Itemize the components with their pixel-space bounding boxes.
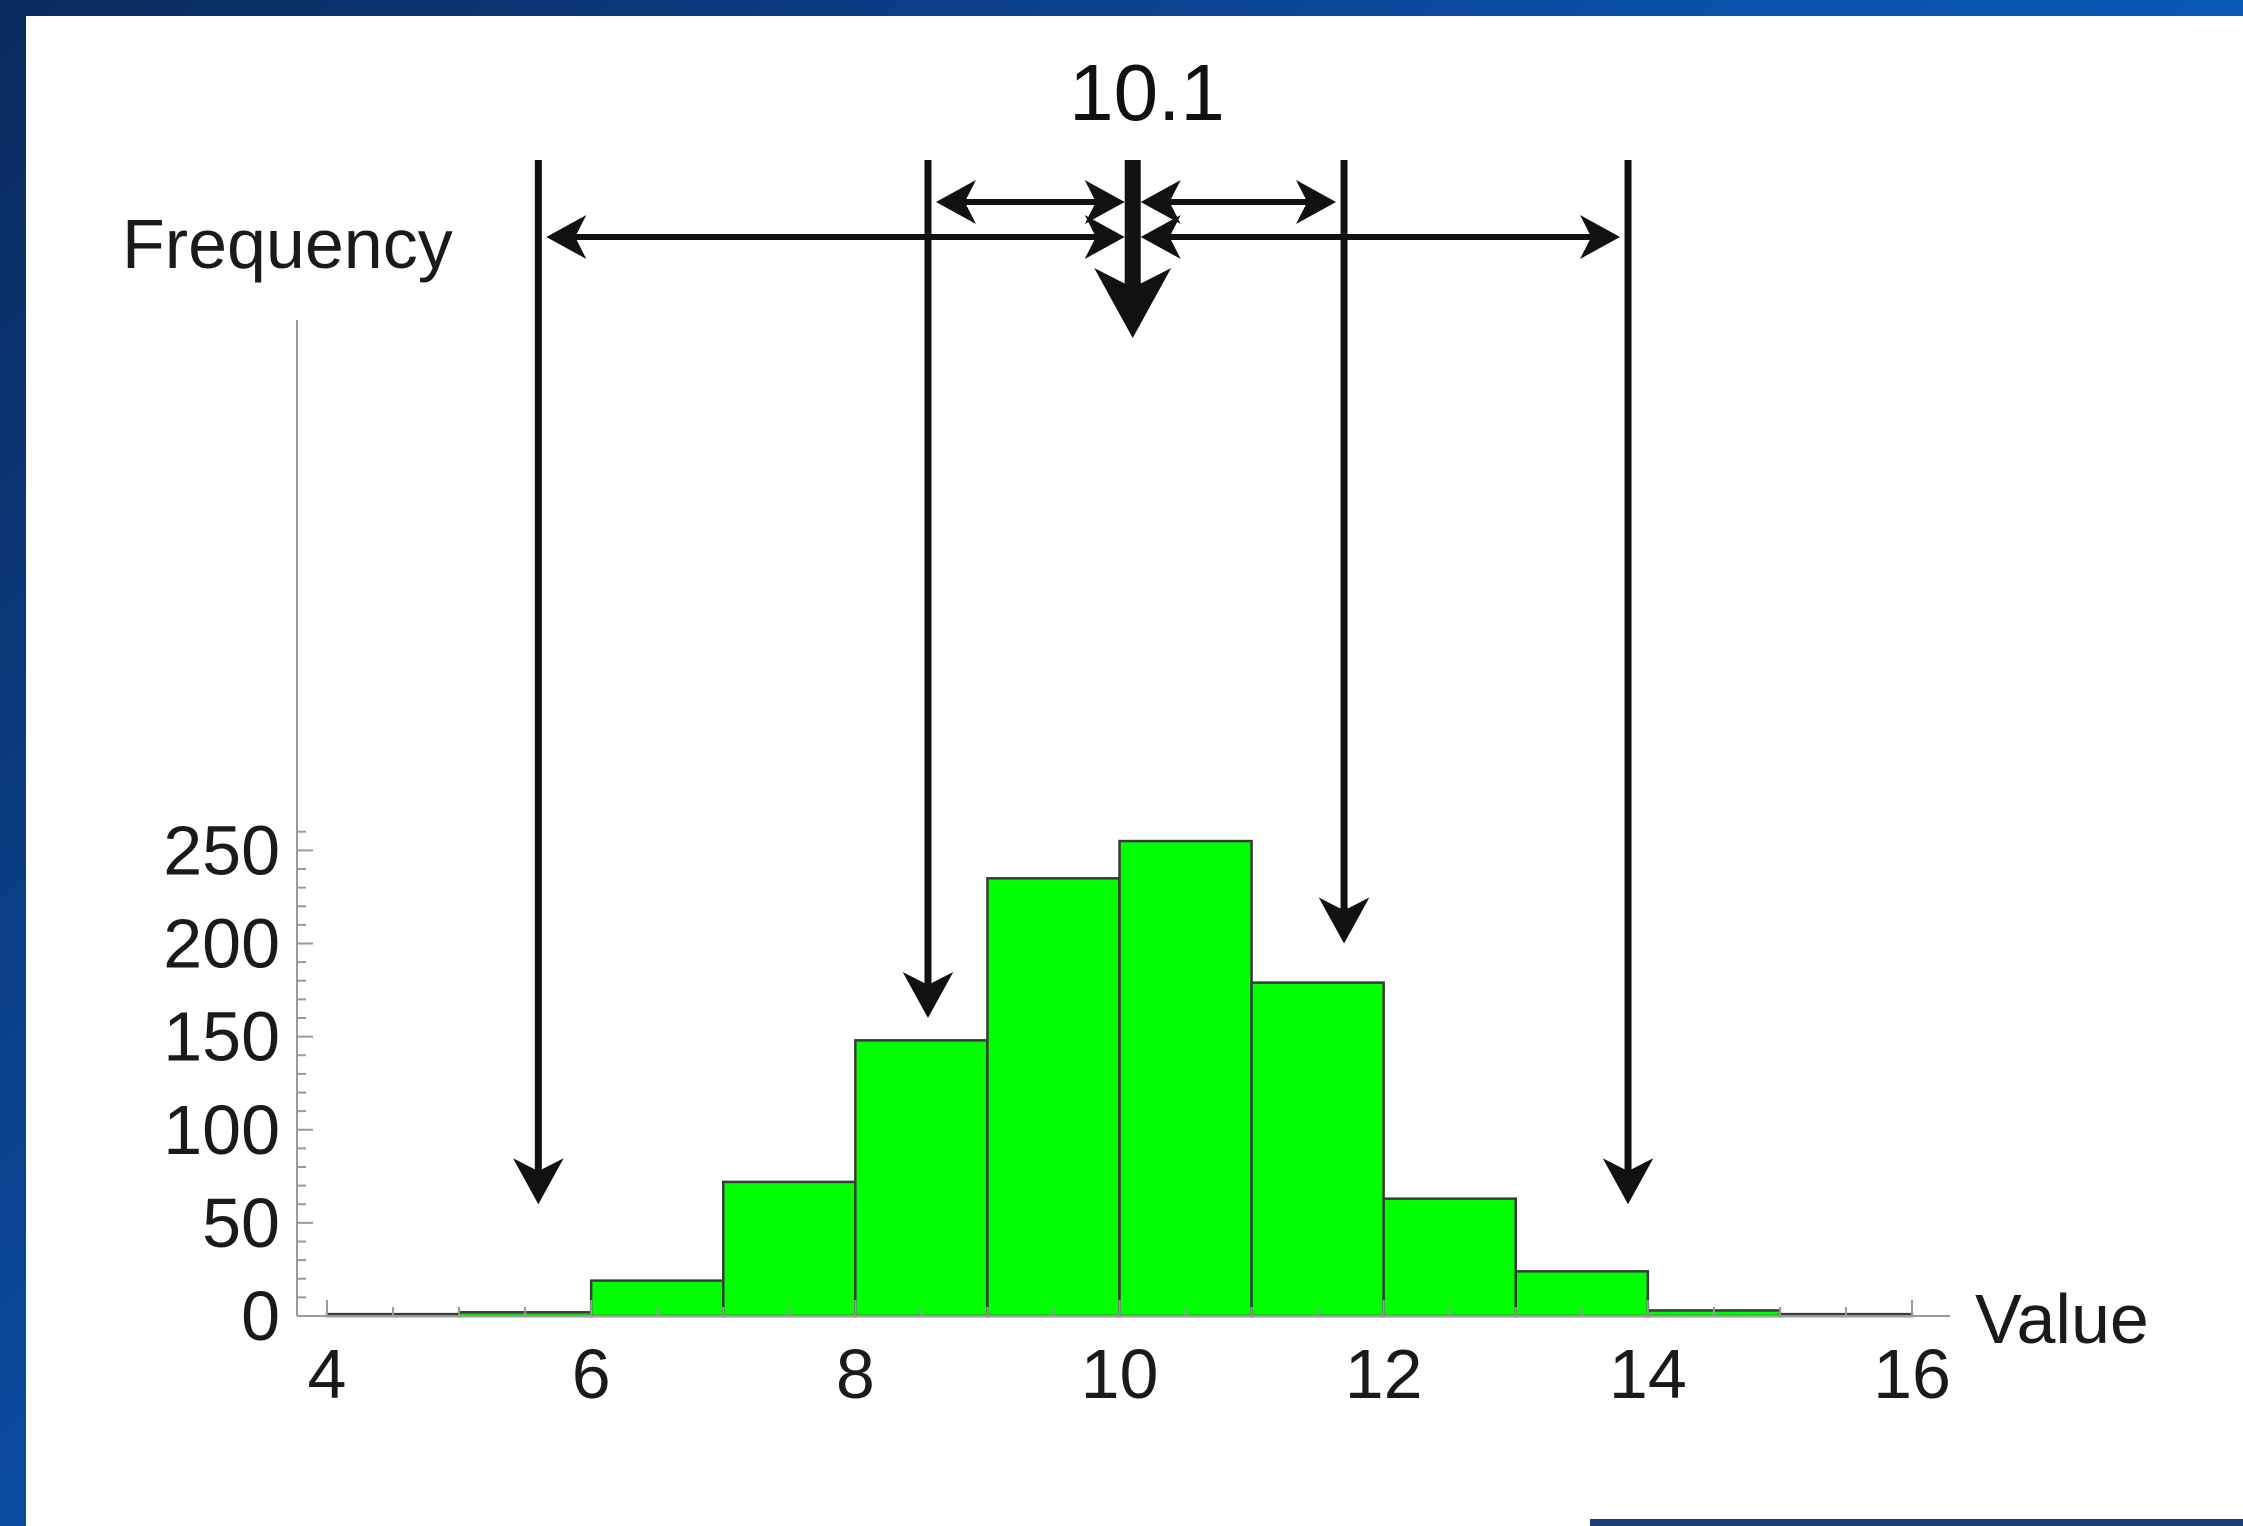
mean-arrow-head bbox=[1094, 268, 1172, 338]
x-tick-label: 6 bbox=[572, 1335, 611, 1413]
outer-span-arrow-right-left-head bbox=[1140, 215, 1181, 259]
histogram-bar bbox=[854, 1039, 989, 1318]
y-tick-label: 100 bbox=[163, 1091, 280, 1169]
outer-span-arrow-left-right-head bbox=[1084, 215, 1125, 259]
outer-span-arrow-right-right-head bbox=[1580, 215, 1621, 259]
y-axis-title: Frequency bbox=[122, 205, 453, 283]
x-tick-label: 12 bbox=[1345, 1335, 1423, 1413]
histogram-bar bbox=[722, 1180, 857, 1318]
marker-arrow-outer-right-head bbox=[1602, 1158, 1654, 1205]
marker-arrow-inner-right-head bbox=[1318, 897, 1370, 944]
histogram-bar bbox=[986, 877, 1121, 1318]
marker-arrow-outer-left-head bbox=[513, 1158, 564, 1205]
x-tick-label: 4 bbox=[308, 1335, 347, 1413]
y-tick-label: 50 bbox=[202, 1184, 280, 1262]
y-tick-label: 0 bbox=[241, 1277, 280, 1355]
mean-value-label: 10.1 bbox=[1069, 48, 1225, 137]
x-tick-label: 8 bbox=[836, 1335, 875, 1413]
inner-span-arrow-right-left-head bbox=[1140, 180, 1181, 224]
histogram-bar bbox=[1382, 1197, 1517, 1318]
x-tick-label: 16 bbox=[1873, 1335, 1951, 1413]
inner-span-arrow-left-right-head bbox=[1084, 180, 1125, 224]
inner-span-arrow-left-left-head bbox=[935, 180, 976, 224]
bars-layer bbox=[325, 839, 1914, 1318]
outer-span-arrow-left-left-head bbox=[546, 215, 587, 259]
marker-arrow-inner-left-head bbox=[902, 972, 954, 1018]
y-tick-label: 250 bbox=[163, 811, 280, 889]
inner-span-arrow-right-right-head bbox=[1296, 180, 1337, 224]
y-tick-label: 150 bbox=[163, 998, 280, 1076]
x-tick-label: 14 bbox=[1609, 1335, 1687, 1413]
histogram-bar bbox=[1250, 981, 1385, 1318]
x-tick-label: 10 bbox=[1081, 1335, 1159, 1413]
annotation-layer bbox=[513, 160, 1654, 1205]
x-axis-title: Value bbox=[1975, 1280, 2149, 1358]
histogram-bar bbox=[1118, 839, 1253, 1318]
y-tick-label: 200 bbox=[163, 905, 280, 983]
slide-bottom-rule bbox=[1590, 1519, 2243, 1526]
axes-layer: 0 50 100 150 200 250 4 6 8 10 12 14 16 bbox=[163, 320, 1951, 1413]
